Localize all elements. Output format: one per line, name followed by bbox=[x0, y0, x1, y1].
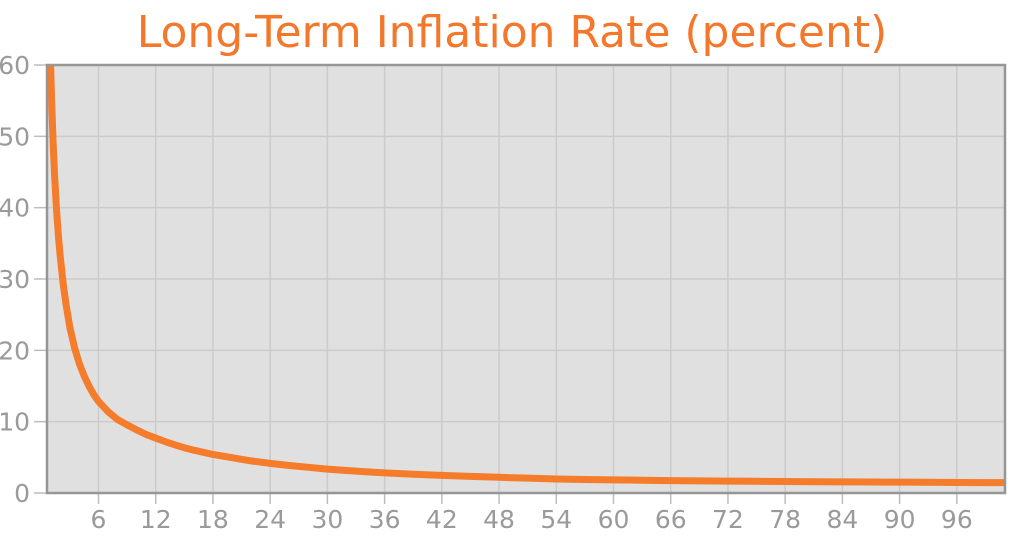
chart-title: Long-Term Inflation Rate (percent) bbox=[136, 7, 888, 58]
y-tick-label: 60 bbox=[0, 51, 30, 80]
series-line-long-term-inflation-rate bbox=[47, 65, 1005, 487]
x-tick-label: 6 bbox=[91, 505, 107, 534]
y-tick-label: 20 bbox=[0, 336, 30, 365]
x-tick-label: 66 bbox=[655, 505, 687, 534]
x-tick-label: 54 bbox=[540, 505, 572, 534]
x-tick-label: 24 bbox=[254, 505, 286, 534]
y-tick-label: 50 bbox=[0, 122, 30, 151]
x-tick-label: 12 bbox=[140, 505, 172, 534]
x-tick-label: 60 bbox=[598, 505, 630, 534]
x-tick-label: 18 bbox=[197, 505, 229, 534]
x-tick-label: 84 bbox=[826, 505, 858, 534]
plot-border bbox=[45, 63, 1007, 495]
y-tick-label: 0 bbox=[14, 479, 30, 508]
y-tick-label: 10 bbox=[0, 408, 30, 437]
y-tick-label: 40 bbox=[0, 194, 30, 223]
tick-marks bbox=[34, 64, 958, 504]
gridlines bbox=[47, 65, 1005, 493]
x-tick-label: 30 bbox=[311, 505, 343, 534]
x-tick-label: 72 bbox=[712, 505, 744, 534]
x-tick-label: 96 bbox=[941, 505, 973, 534]
x-tick-label: 78 bbox=[769, 505, 801, 534]
y-axis-tick-labels: 0 10 20 30 40 50 60 bbox=[0, 51, 30, 508]
x-tick-label: 42 bbox=[426, 505, 458, 534]
x-axis-tick-labels: 6 12 18 24 30 36 42 48 54 60 66 72 78 84 90 96 bbox=[91, 505, 973, 534]
x-tick-label: 48 bbox=[483, 505, 515, 534]
x-tick-label: 36 bbox=[369, 505, 401, 534]
x-tick-label: 90 bbox=[884, 505, 916, 534]
y-tick-label: 30 bbox=[0, 265, 30, 294]
